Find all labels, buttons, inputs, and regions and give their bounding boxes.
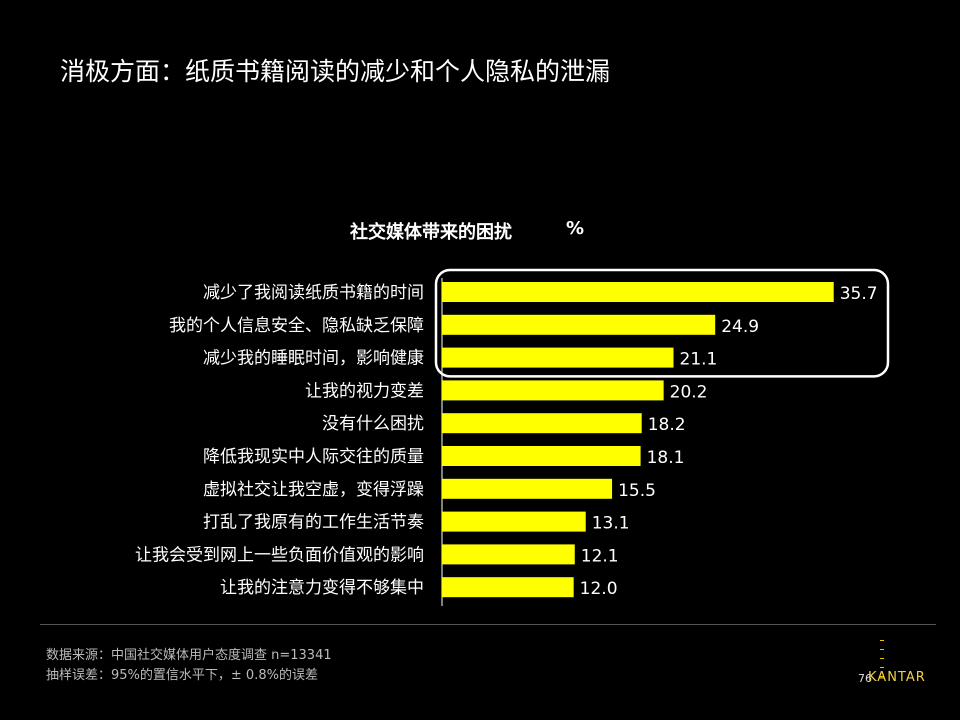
bar — [442, 282, 834, 302]
bar — [442, 446, 641, 466]
category-label: 降低我现实中人际交往的质量 — [203, 447, 424, 467]
footer-divider — [40, 624, 936, 625]
chart-unit: % — [566, 218, 585, 239]
value-label: 18.1 — [647, 448, 685, 468]
category-label: 减少了我阅读纸质书籍的时间 — [203, 283, 424, 303]
value-label: 13.1 — [592, 514, 630, 534]
kantar-logo: KANTAR — [868, 670, 926, 685]
value-label: 20.2 — [670, 382, 708, 402]
value-label: 24.9 — [721, 317, 759, 337]
value-label: 35.7 — [840, 284, 878, 304]
value-label: 18.2 — [648, 415, 686, 435]
kantar-logo-mark — [880, 640, 884, 690]
category-label: 减少我的睡眠时间，影响健康 — [203, 349, 424, 369]
category-label: 让我的视力变差 — [305, 381, 424, 401]
value-label: 15.5 — [618, 481, 656, 501]
bar — [442, 314, 716, 335]
bar — [442, 577, 574, 598]
value-label: 21.1 — [680, 350, 718, 370]
category-label: 让我的注意力变得不够集中 — [220, 578, 424, 598]
highlight-box — [434, 268, 890, 378]
bar — [442, 380, 664, 401]
value-label: 12.1 — [581, 546, 619, 566]
bar-chart: 减少了我阅读纸质书籍的时间 35.7 我的个人信息安全、隐私缺乏保障 24.9 减少我的… — [135, 268, 890, 606]
category-label: 没有什么困扰 — [322, 414, 424, 434]
bar — [442, 413, 642, 434]
bar — [442, 544, 575, 565]
slide-title: 消极方面：纸质书籍阅读的减少和个人隐私的泄漏 — [60, 57, 611, 86]
chart-title: 社交媒体带来的困扰 — [350, 222, 512, 243]
sampling-error-note: 抽样误差：95%的置信水平下，± 0.8%的误差 — [46, 668, 318, 683]
bar — [442, 478, 613, 499]
value-label: 12.0 — [580, 579, 618, 599]
category-label: 虚拟社交让我空虚，变得浮躁 — [203, 480, 424, 500]
bar — [442, 347, 674, 368]
category-label: 让我会受到网上一些负面价值观的影响 — [135, 545, 424, 565]
category-label: 我的个人信息安全、隐私缺乏保障 — [169, 316, 424, 336]
bar — [442, 511, 586, 532]
category-label: 打乱了我原有的工作生活节奏 — [203, 513, 424, 533]
page-number: 76 — [858, 672, 872, 685]
data-source-note: 数据来源：中国社交媒体用户态度调查 n=13341 — [46, 648, 332, 663]
